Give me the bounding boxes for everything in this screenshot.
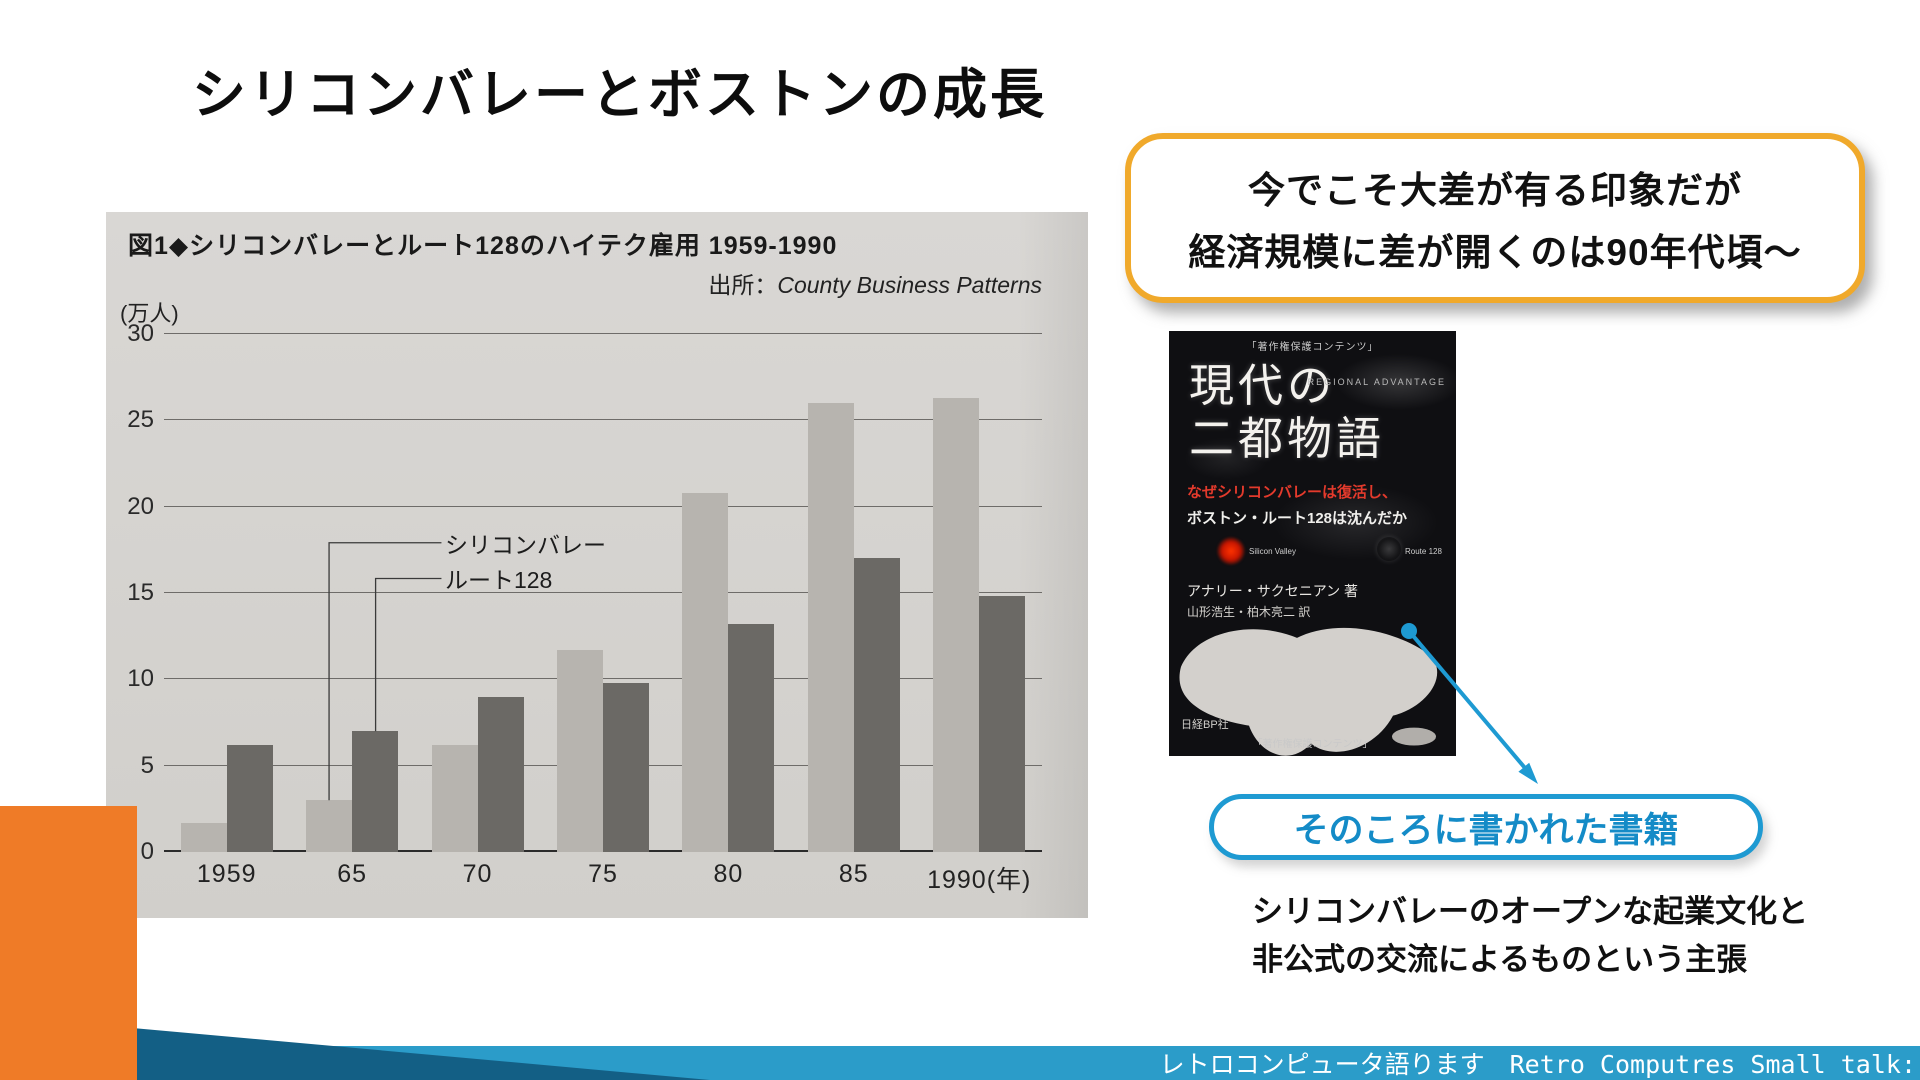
x-tick-label: 80	[713, 860, 744, 888]
y-tick-label: 5	[140, 751, 154, 779]
route128-dot	[1377, 537, 1401, 561]
gridline-25	[164, 419, 1042, 421]
bar	[807, 403, 854, 852]
bar-groups	[164, 334, 1042, 852]
bar	[728, 624, 775, 852]
bar	[226, 744, 273, 852]
y-tick-label: 0	[140, 838, 154, 865]
book-watermark-top: 「著作権保護コンテンツ」	[1246, 342, 1379, 353]
bar	[352, 731, 399, 852]
claim-line2: 非公式の交流によるものという主張	[1252, 942, 1748, 978]
bar-group-75	[540, 334, 665, 852]
bar	[979, 596, 1026, 852]
silicon-valley-dot-label: Silicon Valley	[1249, 547, 1296, 556]
plot-area: シリコンバレー ルート128 0 5 10 15 20 25 30	[127, 320, 1042, 865]
corner-orange-bar	[0, 806, 137, 1080]
y-tick-label: 30	[127, 320, 154, 347]
bar-group-85	[791, 334, 916, 852]
book-publisher: 日経BP社	[1181, 719, 1229, 731]
bar-group-80	[666, 334, 791, 852]
chart-source-name: County Business Patterns	[777, 272, 1042, 298]
series-label-silicon-valley: シリコンバレー	[444, 531, 606, 558]
book-title: 現代の 二都物語	[1189, 359, 1385, 465]
bar	[431, 744, 478, 852]
blue-callout-label: そのころに書かれた書籍	[1293, 810, 1679, 850]
x-tick-label: 75	[588, 860, 618, 888]
annotation-arrow	[1401, 623, 1538, 784]
gridline-10	[164, 678, 1042, 680]
yellow-callout-line2: 経済規模に差が開くのは90年代頃～	[1188, 232, 1802, 273]
chart-source-label: 出所：	[708, 272, 778, 298]
bar-group-1990(年)	[917, 334, 1042, 852]
chart-title: 図1◆シリコンバレーとルート128のハイテク雇用 1959-1990	[128, 232, 838, 260]
book-author: アナリー・サクセニアン 著	[1187, 583, 1359, 599]
yellow-callout-box: 今でこそ大差が有る印象だが 経済規模に差が開くのは90年代頃～	[1125, 133, 1865, 303]
book-title-line1: 現代の	[1189, 359, 1337, 412]
bar	[556, 649, 603, 852]
page-title: シリコンバレーとボストンの成長	[192, 65, 1047, 125]
book-subtitle-white: ボストン・ルート128は沈んだか	[1187, 510, 1408, 527]
chart-source: 出所：County Business Patterns	[708, 266, 1042, 300]
route128-dot-label: Route 128	[1405, 547, 1442, 556]
footer-text: レトロコンピュータ語ります Retro Computres Small talk…	[1159, 1050, 1916, 1079]
bar	[477, 696, 524, 852]
y-axis-unit: (万人)	[120, 301, 179, 326]
claim-line1: シリコンバレーのオープンな起業文化と	[1252, 894, 1809, 929]
gridline-15	[164, 592, 1042, 593]
book-series-title: REGIONAL ADVANTAGE	[1307, 377, 1446, 387]
chart-figure: 図1◆シリコンバレーとルート128のハイテク雇用 1959-1990 出所：Co…	[106, 212, 1088, 918]
x-tick-label: 1990(年)	[927, 866, 1032, 894]
gridline-30	[164, 333, 1042, 334]
y-tick-label: 15	[127, 579, 154, 606]
yellow-callout-line1: 今でこそ大差が有る印象だが	[1248, 170, 1742, 211]
bar-group-1959	[164, 334, 289, 852]
x-axis-ticks: 1959 65 70 75 80 85 1990(年)	[164, 860, 1042, 896]
bar-group-70	[415, 334, 540, 852]
book-map-graphic	[1179, 627, 1438, 756]
bar-group-65	[289, 334, 414, 852]
bar	[180, 822, 227, 852]
x-tick-label: 70	[462, 860, 493, 888]
bar	[602, 682, 649, 852]
book-cover-image: 「著作権保護コンテンツ」 現代の 二都物語 REGIONAL ADVANTAGE…	[1169, 331, 1456, 756]
x-tick-label: 1959	[196, 860, 257, 888]
blue-callout-box: そのころに書かれた書籍	[1209, 794, 1763, 860]
gridline-20	[164, 505, 1042, 507]
x-tick-label: 65	[337, 860, 368, 888]
book-subtitle-red: なぜシリコンバレーは復活し、	[1187, 484, 1398, 501]
bar	[933, 397, 980, 852]
claim-text: シリコンバレーのオープンな起業文化と 非公式の交流によるものという主張	[1252, 888, 1808, 984]
bar	[853, 558, 900, 852]
x-tick-label: 85	[838, 860, 869, 888]
book-watermark-bottom: 「著作権保護コンテンツ」	[1252, 739, 1373, 750]
y-tick-label: 10	[127, 665, 154, 693]
series-callout-lines	[164, 334, 1042, 852]
y-tick-label: 20	[127, 492, 154, 520]
book-title-line2: 二都物語	[1189, 412, 1386, 466]
silicon-valley-dot	[1217, 537, 1245, 565]
bar	[682, 492, 729, 852]
book-translators: 山形浩生・柏木亮二 訳	[1187, 605, 1311, 619]
y-tick-label: 25	[127, 406, 154, 434]
bar	[306, 800, 353, 852]
series-label-route128: ルート128	[444, 567, 553, 594]
